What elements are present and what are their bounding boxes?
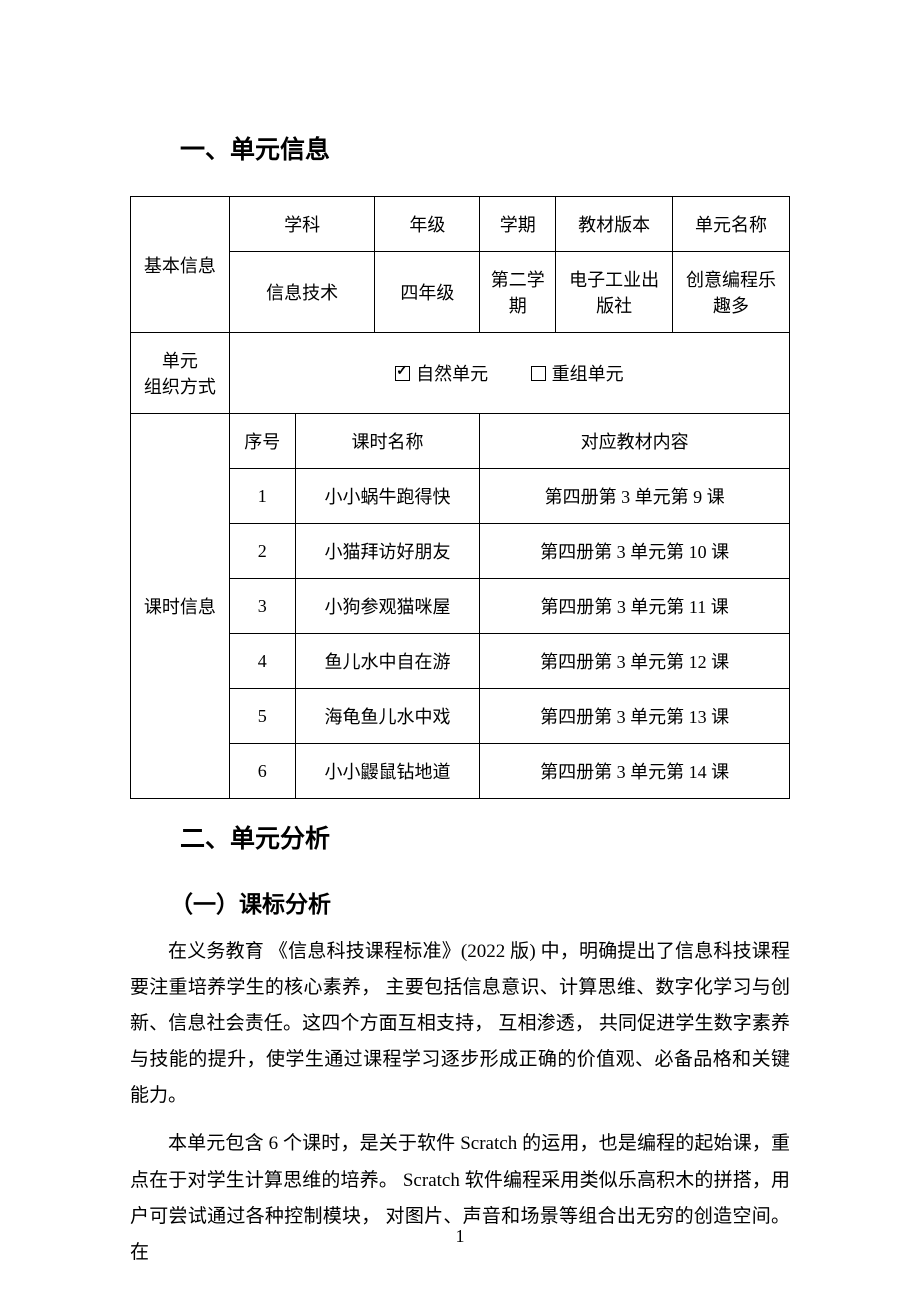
lesson-content: 第四册第 3 单元第 9 课 xyxy=(480,469,790,524)
lesson-seq: 5 xyxy=(229,689,295,744)
table-row: 单元 组织方式 自然单元 重组单元 xyxy=(131,333,790,414)
checkbox-reorg-unit[interactable]: 重组单元 xyxy=(531,360,624,386)
lesson-name: 小小蜗牛跑得快 xyxy=(295,469,480,524)
checkbox-label: 自然单元 xyxy=(416,360,488,386)
checkbox-checked-icon xyxy=(395,366,410,381)
lesson-seq: 2 xyxy=(229,524,295,579)
paragraph-1: 在义务教育 《信息科技课程标准》(2022 版) 中，明确提出了信息科技课程要注… xyxy=(130,934,790,1114)
header-unit-name: 单元名称 xyxy=(673,197,790,252)
lesson-name: 小猫拜访好朋友 xyxy=(295,524,480,579)
lesson-seq: 4 xyxy=(229,634,295,689)
header-textbook: 教材版本 xyxy=(556,197,673,252)
paragraph-2: 本单元包含 6 个课时，是关于软件 Scratch 的运用，也是编程的起始课，重… xyxy=(130,1126,790,1270)
header-subject: 学科 xyxy=(229,197,375,252)
lesson-seq: 3 xyxy=(229,579,295,634)
lesson-content: 第四册第 3 单元第 10 课 xyxy=(480,524,790,579)
table-row: 课时信息 序号 课时名称 对应教材内容 xyxy=(131,414,790,469)
header-lesson-name: 课时名称 xyxy=(295,414,480,469)
lesson-content: 第四册第 3 单元第 13 课 xyxy=(480,689,790,744)
checkbox-unchecked-icon xyxy=(531,366,546,381)
lesson-name: 小狗参观猫咪屋 xyxy=(295,579,480,634)
lesson-content: 第四册第 3 单元第 12 课 xyxy=(480,634,790,689)
lesson-seq: 6 xyxy=(229,744,295,799)
header-content: 对应教材内容 xyxy=(480,414,790,469)
value-unit-name: 创意编程乐趣多 xyxy=(673,252,790,333)
value-subject: 信息技术 xyxy=(229,252,375,333)
page-number: 1 xyxy=(456,1226,465,1247)
heading-standard-analysis: （一）课标分析 xyxy=(130,885,790,919)
table-row: 4 鱼儿水中自在游 第四册第 3 单元第 12 课 xyxy=(131,634,790,689)
lesson-info-label: 课时信息 xyxy=(131,414,230,799)
heading-unit-analysis: 二、单元分析 xyxy=(130,819,790,855)
heading-unit-info: 一、单元信息 xyxy=(130,130,790,166)
table-row: 信息技术 四年级 第二学期 电子工业出版社 创意编程乐趣多 xyxy=(131,252,790,333)
lesson-content: 第四册第 3 单元第 11 课 xyxy=(480,579,790,634)
lesson-name: 鱼儿水中自在游 xyxy=(295,634,480,689)
table-row: 3 小狗参观猫咪屋 第四册第 3 单元第 11 课 xyxy=(131,579,790,634)
header-grade: 年级 xyxy=(375,197,480,252)
checkbox-label: 重组单元 xyxy=(552,360,624,386)
org-label: 单元 组织方式 xyxy=(131,333,230,414)
table-row: 2 小猫拜访好朋友 第四册第 3 单元第 10 课 xyxy=(131,524,790,579)
value-textbook: 电子工业出版社 xyxy=(556,252,673,333)
header-term: 学期 xyxy=(480,197,556,252)
value-grade: 四年级 xyxy=(375,252,480,333)
header-seq: 序号 xyxy=(229,414,295,469)
table-row: 5 海龟鱼儿水中戏 第四册第 3 单元第 13 课 xyxy=(131,689,790,744)
basic-info-label: 基本信息 xyxy=(131,197,230,333)
lesson-name: 小小鼹鼠钻地道 xyxy=(295,744,480,799)
table-row: 基本信息 学科 年级 学期 教材版本 单元名称 xyxy=(131,197,790,252)
table-row: 1 小小蜗牛跑得快 第四册第 3 单元第 9 课 xyxy=(131,469,790,524)
unit-info-table: 基本信息 学科 年级 学期 教材版本 单元名称 信息技术 四年级 第二学期 电子… xyxy=(130,196,790,799)
table-row: 6 小小鼹鼠钻地道 第四册第 3 单元第 14 课 xyxy=(131,744,790,799)
lesson-seq: 1 xyxy=(229,469,295,524)
org-options-cell: 自然单元 重组单元 xyxy=(229,333,789,414)
lesson-content: 第四册第 3 单元第 14 课 xyxy=(480,744,790,799)
lesson-name: 海龟鱼儿水中戏 xyxy=(295,689,480,744)
checkbox-natural-unit[interactable]: 自然单元 xyxy=(395,360,488,386)
value-term: 第二学期 xyxy=(480,252,556,333)
